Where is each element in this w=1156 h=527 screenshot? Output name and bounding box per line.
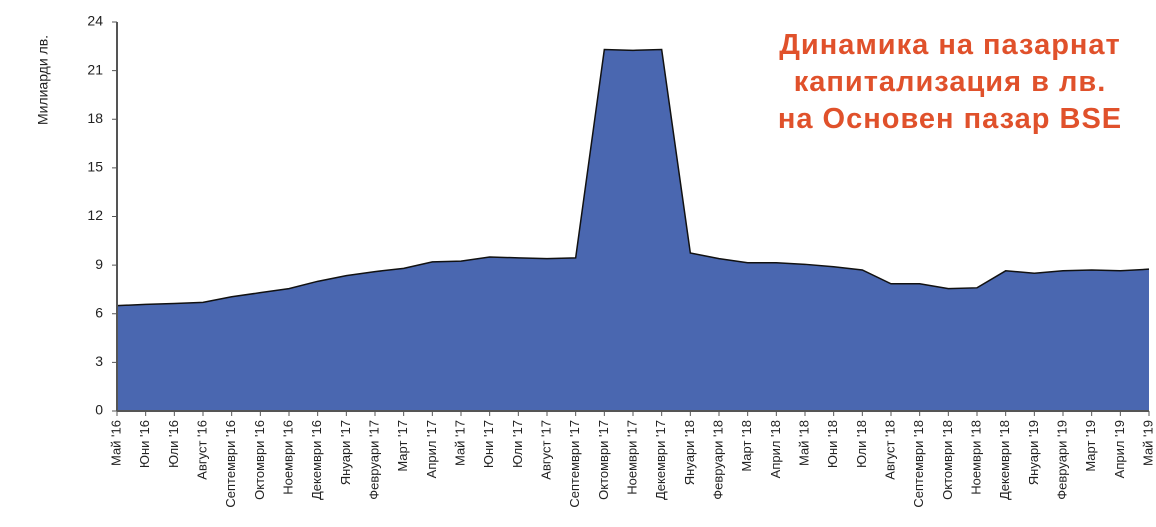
- y-tick-label: 18: [87, 110, 103, 126]
- x-tick-label: Юли '16: [166, 420, 181, 468]
- x-tick-label: Февруари '17: [366, 420, 381, 500]
- x-tick-label: Ноември '17: [624, 420, 639, 495]
- x-tick-label: Януари '19: [1026, 420, 1041, 485]
- x-tick-label: Август '16: [194, 420, 209, 480]
- x-tick-label: Декември '17: [653, 420, 668, 500]
- y-tick-label: 24: [87, 13, 103, 29]
- area-line: [116, 48, 1150, 307]
- chart-title: Динамика на пазарнат: [779, 29, 1121, 61]
- x-tick-label: Октомври '16: [252, 420, 267, 500]
- x-tick-label: Март '18: [739, 420, 754, 472]
- y-tick-label: 3: [95, 353, 103, 369]
- x-tick-label: Май '18: [796, 420, 811, 466]
- x-tick-label: Март '19: [1083, 420, 1098, 472]
- x-tick-label: Септември '18: [911, 420, 926, 508]
- x-tick-label: Ноември '16: [280, 420, 295, 495]
- y-tick-label: 0: [95, 402, 103, 418]
- chart-title: на Основен пазар BSE: [778, 103, 1122, 135]
- x-tick-label: Март '17: [395, 420, 410, 472]
- x-tick-label: Февруари '19: [1054, 420, 1069, 500]
- y-tick-label: 12: [87, 207, 103, 223]
- x-tick-label: Януари '17: [338, 420, 353, 485]
- x-tick-label: Април '18: [768, 420, 783, 478]
- x-tick-label: Април '19: [1112, 420, 1127, 478]
- y-axis-label: Милиарди лв.: [35, 35, 51, 125]
- x-tick-label: Май '16: [108, 420, 123, 466]
- x-tick-label: Май '19: [1140, 420, 1155, 466]
- y-tick-label: 6: [95, 304, 103, 320]
- x-tick-label: Февруари '18: [710, 420, 725, 500]
- x-tick-label: Юни '16: [137, 420, 152, 468]
- x-tick-label: Октомври '17: [596, 420, 611, 500]
- x-tick-label: Април '17: [424, 420, 439, 478]
- x-tick-label: Ноември '18: [968, 420, 983, 495]
- y-tick-label: 21: [87, 61, 103, 77]
- area: [117, 49, 1149, 411]
- x-tick-label: Декември '18: [997, 420, 1012, 500]
- x-tick-label: Септември '17: [567, 420, 582, 508]
- x-tick-label: Юли '17: [510, 420, 525, 468]
- x-tick-label: Октомври '18: [940, 420, 955, 500]
- x-tick-label: Декември '16: [309, 420, 324, 500]
- x-tick-label: Май '17: [452, 420, 467, 466]
- x-tick-label: Август '17: [538, 420, 553, 480]
- x-tick-label: Юни '18: [825, 420, 840, 468]
- x-tick-label: Януари '18: [682, 420, 697, 485]
- x-tick-label: Август '18: [882, 420, 897, 480]
- chart-title: капитализация в лв.: [794, 66, 1107, 98]
- y-tick-label: 9: [95, 256, 103, 272]
- y-tick-label: 15: [87, 159, 103, 175]
- x-tick-label: Септември '16: [223, 420, 238, 508]
- x-tick-label: Юли '18: [854, 420, 869, 468]
- x-tick-label: Юни '17: [481, 420, 496, 468]
